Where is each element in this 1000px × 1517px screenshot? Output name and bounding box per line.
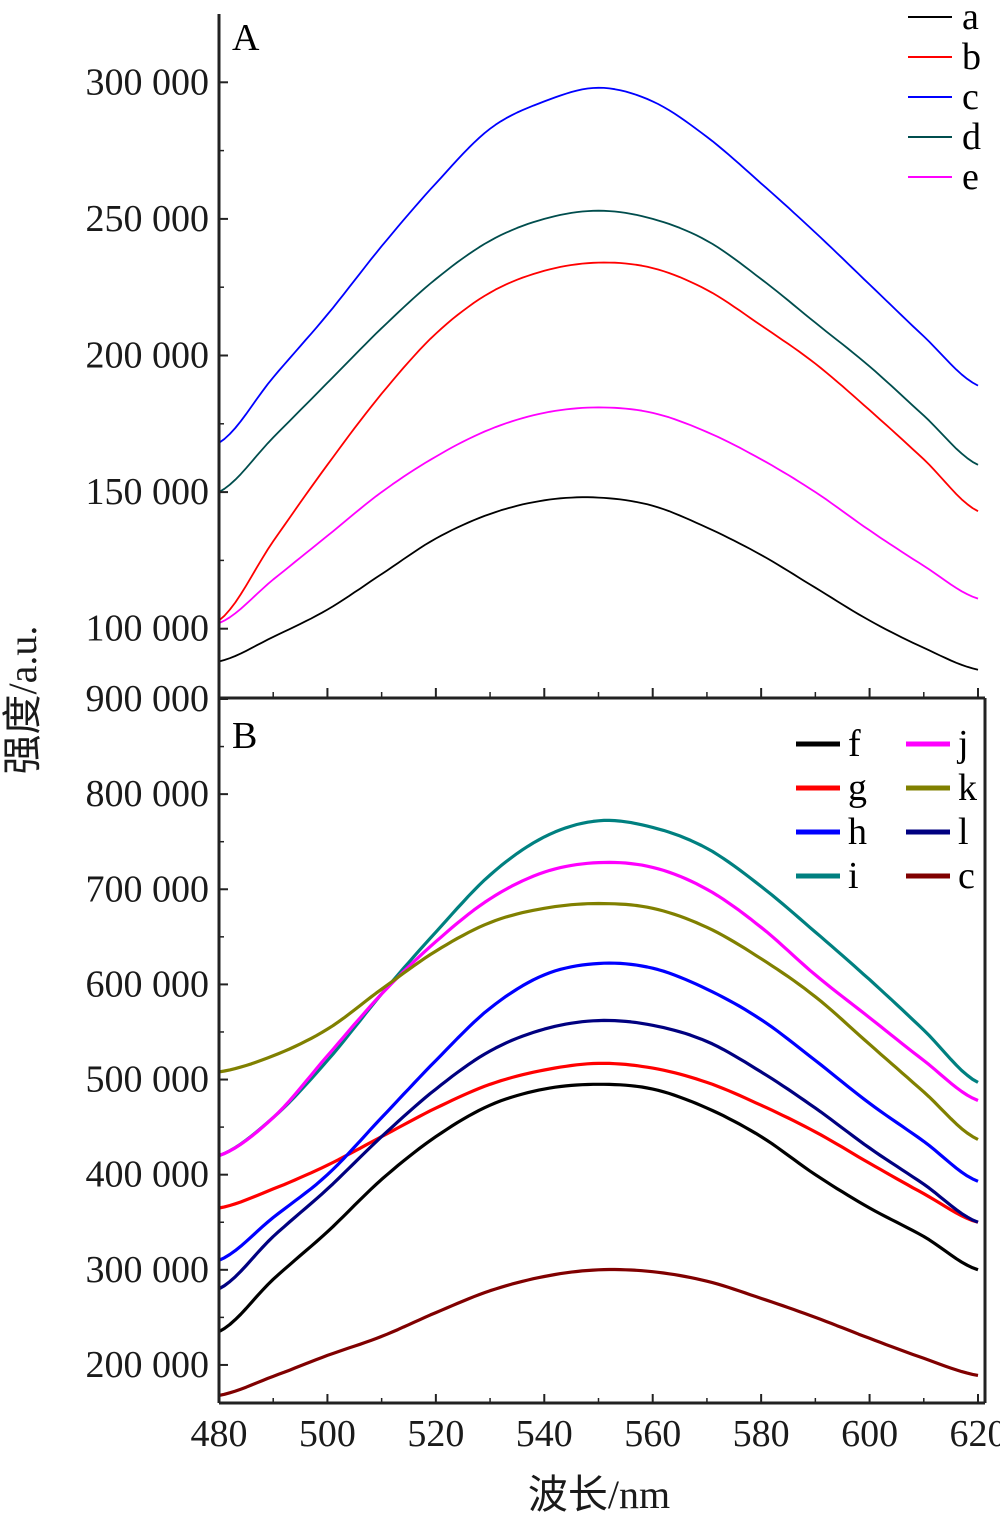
y-tick-label: 700 000 <box>86 868 210 910</box>
panel-a-label: A <box>232 17 260 59</box>
legend-label-k: k <box>958 767 977 809</box>
legend-label-l: l <box>958 811 969 853</box>
legend-label-b: b <box>962 36 981 78</box>
y-tick-label: 150 000 <box>86 471 210 513</box>
panel-a-x-ticks <box>218 688 979 697</box>
series-line-a <box>218 496 979 671</box>
legend-label-j: j <box>956 723 969 765</box>
y-tick-label: 900 000 <box>86 678 210 720</box>
panel-b-y-tick-labels: 200 000 300 000 400 000 500 000 600 000 700 0… <box>86 678 210 1386</box>
legend-label-f: f <box>848 723 861 765</box>
x-tick-label: 560 <box>624 1413 681 1455</box>
x-tick-labels: 480 500 520 540 560 580 600 620 <box>191 1413 1000 1455</box>
series-line-j <box>218 860 979 1158</box>
x-tick-label: 500 <box>299 1413 356 1455</box>
panel-a-series <box>218 86 979 671</box>
x-tick-label: 580 <box>733 1413 790 1455</box>
series-line-e <box>218 406 979 625</box>
legend-label-c: c <box>962 76 979 118</box>
x-tick-label: 520 <box>407 1413 464 1455</box>
y-tick-label: 300 000 <box>86 61 210 103</box>
y-tick-label: 200 000 <box>86 1344 210 1386</box>
y-tick-label: 400 000 <box>86 1154 210 1196</box>
series-line-c <box>218 86 979 444</box>
legend-label-e: e <box>962 156 979 198</box>
panel-a: 100 000 150 000 200 000 250 000 300 000 A ab… <box>86 0 981 697</box>
series-line-f <box>218 1082 979 1333</box>
series-line-i <box>218 818 979 1158</box>
series-line-b <box>218 261 979 622</box>
legend-label-a: a <box>962 0 979 38</box>
panel-b-label: B <box>232 715 257 757</box>
panel-a-y-tick-labels: 100 000 150 000 200 000 250 000 300 000 <box>86 61 210 649</box>
series-line-h <box>218 961 979 1262</box>
panel-b: 200 000 300 000 400 000 500 000 600 000 700 0… <box>86 678 979 1403</box>
y-tick-label: 600 000 <box>86 963 210 1005</box>
y-tick-label: 500 000 <box>86 1059 210 1101</box>
y-tick-label: 300 000 <box>86 1249 210 1291</box>
legend-label-c: c <box>958 855 975 897</box>
series-line-l <box>218 1018 979 1291</box>
panel-b-series <box>218 818 979 1397</box>
y-tick-label: 200 000 <box>86 335 210 377</box>
legend-label-d: d <box>962 116 981 158</box>
series-line-k <box>218 901 979 1141</box>
legend-label-h: h <box>848 811 867 853</box>
x-tick-label: 540 <box>516 1413 573 1455</box>
y-axis-title: 强度/a.u. <box>0 626 45 775</box>
legend-label-i: i <box>848 855 859 897</box>
x-tick-label: 480 <box>191 1413 248 1455</box>
series-line-c <box>218 1267 979 1397</box>
x-axis-title: 波长/nm <box>528 1472 670 1517</box>
y-tick-label: 800 000 <box>86 773 210 815</box>
y-tick-label: 250 000 <box>86 198 210 240</box>
series-line-d <box>218 209 979 493</box>
y-tick-label: 100 000 <box>86 608 210 650</box>
x-tick-label: 600 <box>841 1413 898 1455</box>
legend-label-g: g <box>848 767 867 809</box>
x-tick-label: 620 <box>950 1413 1000 1455</box>
